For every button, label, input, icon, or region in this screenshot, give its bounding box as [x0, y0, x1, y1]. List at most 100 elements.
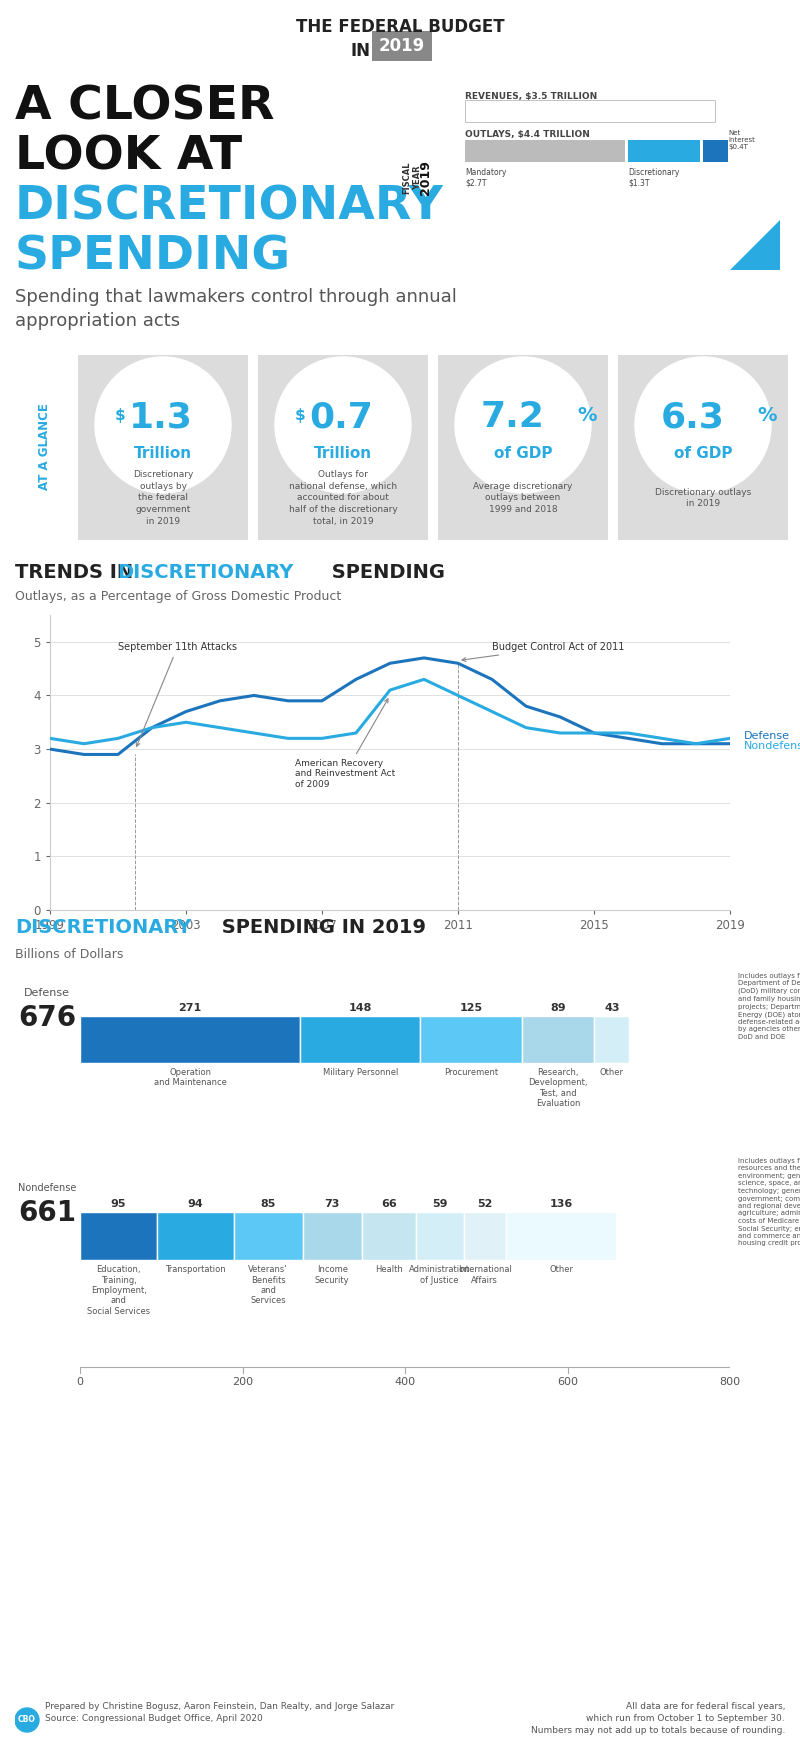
Text: Education,
Training,
Employment,
and
Social Services: Education, Training, Employment, and Soc…	[87, 1266, 150, 1316]
Bar	[522, 1017, 594, 1062]
Text: Procurement: Procurement	[444, 1067, 498, 1078]
Text: 148: 148	[349, 1003, 372, 1013]
Text: Military Personnel: Military Personnel	[322, 1067, 398, 1078]
Circle shape	[455, 357, 591, 493]
Text: 85: 85	[261, 1198, 276, 1208]
Text: Veterans'
Benefits
and
Services: Veterans' Benefits and Services	[248, 1266, 288, 1306]
Bar	[300, 1017, 421, 1062]
Text: Net
Interest
$0.4T: Net Interest $0.4T	[728, 131, 755, 150]
Text: Research,
Development,
Test, and
Evaluation: Research, Development, Test, and Evaluat…	[529, 1067, 588, 1107]
Bar	[157, 1212, 234, 1260]
Text: Outlays, as a Percentage of Gross Domestic Product: Outlays, as a Percentage of Gross Domest…	[15, 590, 342, 602]
Text: Nondefense: Nondefense	[18, 1182, 76, 1193]
Text: 6.3: 6.3	[661, 400, 724, 434]
Text: %: %	[578, 406, 597, 425]
Text: 271: 271	[178, 1003, 202, 1013]
Bar	[506, 1212, 616, 1260]
Text: 73: 73	[325, 1198, 340, 1208]
Text: Other: Other	[549, 1266, 573, 1274]
Text: Health: Health	[375, 1266, 402, 1274]
Circle shape	[275, 357, 411, 493]
Circle shape	[635, 357, 771, 493]
Text: Defense: Defense	[24, 987, 70, 998]
Text: Prepared by Christine Bogusz, Aaron Feinstein, Dan Realty, and Jorge Salazar
Sou: Prepared by Christine Bogusz, Aaron Fein…	[45, 1703, 394, 1724]
Bar	[80, 1212, 157, 1260]
Text: 136: 136	[550, 1198, 573, 1208]
Text: OUTLAYS, $4.4 TRILLION: OUTLAYS, $4.4 TRILLION	[465, 131, 590, 139]
Text: Trillion: Trillion	[314, 446, 372, 461]
Text: 125: 125	[460, 1003, 482, 1013]
FancyBboxPatch shape	[372, 31, 432, 61]
Text: 59: 59	[432, 1198, 447, 1208]
Bar	[415, 1212, 463, 1260]
Text: FISCAL
YEAR: FISCAL YEAR	[402, 162, 422, 195]
Text: SPENDING: SPENDING	[325, 562, 445, 581]
Bar	[421, 1017, 522, 1062]
Text: Includes outlays for
Department of Defense
(DoD) military construction
and famil: Includes outlays for Department of Defen…	[738, 973, 800, 1039]
Polygon shape	[730, 219, 780, 270]
Text: 661: 661	[18, 1200, 76, 1227]
Text: Average discretionary
outlays between
1999 and 2018: Average discretionary outlays between 19…	[474, 482, 573, 514]
Text: All data are for federal fiscal years,
which run from October 1 to September 30.: All data are for federal fiscal years, w…	[530, 1703, 785, 1734]
Text: IN: IN	[350, 42, 370, 59]
Circle shape	[15, 1708, 39, 1732]
Text: 52: 52	[477, 1198, 492, 1208]
Text: SPENDING IN 2019: SPENDING IN 2019	[215, 918, 426, 937]
Text: 43: 43	[604, 1003, 619, 1013]
Text: September 11th Attacks: September 11th Attacks	[118, 642, 237, 747]
Text: DISCRETIONARY: DISCRETIONARY	[15, 918, 191, 937]
Bar	[465, 99, 715, 122]
Text: 2019: 2019	[418, 160, 431, 195]
Text: 95: 95	[111, 1198, 126, 1208]
Text: 94: 94	[187, 1198, 203, 1208]
Text: A CLOSER: A CLOSER	[15, 85, 274, 131]
Text: AT A GLANCE: AT A GLANCE	[38, 404, 51, 491]
Text: Billions of Dollars: Billions of Dollars	[15, 949, 123, 961]
Bar	[628, 139, 700, 162]
Text: Spending that lawmakers control through annual
appropriation acts: Spending that lawmakers control through …	[15, 287, 457, 329]
Text: 7.2: 7.2	[481, 400, 544, 434]
Text: DISCRETIONARY: DISCRETIONARY	[15, 185, 444, 230]
Text: Includes outlays for natural
resources and the
environment; general
science, spa: Includes outlays for natural resources a…	[738, 1158, 800, 1247]
Text: TRENDS IN: TRENDS IN	[15, 562, 140, 581]
Text: REVENUES, $3.5 TRILLION: REVENUES, $3.5 TRILLION	[465, 92, 598, 101]
FancyBboxPatch shape	[252, 348, 434, 547]
Text: Operation
and Maintenance: Operation and Maintenance	[154, 1067, 226, 1088]
Text: Discretionary
$1.3T: Discretionary $1.3T	[628, 167, 679, 188]
Circle shape	[95, 357, 231, 493]
Text: DISCRETIONARY: DISCRETIONARY	[117, 562, 294, 581]
Bar	[234, 1212, 302, 1260]
Text: Income
Security: Income Security	[315, 1266, 350, 1285]
Text: Defense: Defense	[744, 731, 790, 742]
Bar	[465, 139, 625, 162]
Text: American Recovery
and Reinvestment Act
of 2009: American Recovery and Reinvestment Act o…	[295, 698, 395, 789]
Text: Budget Control Act of 2011: Budget Control Act of 2011	[462, 642, 624, 662]
Text: Discretionary outlays
in 2019: Discretionary outlays in 2019	[655, 487, 751, 508]
Text: 676: 676	[18, 1005, 76, 1032]
Text: THE FEDERAL BUDGET: THE FEDERAL BUDGET	[296, 17, 504, 37]
Text: Administration
of Justice: Administration of Justice	[409, 1266, 470, 1285]
Text: Trillion: Trillion	[134, 446, 192, 461]
Text: 0.7: 0.7	[309, 400, 373, 434]
Text: Transportation: Transportation	[165, 1266, 226, 1274]
Text: 89: 89	[550, 1003, 566, 1013]
Text: %: %	[758, 406, 777, 425]
Text: $: $	[115, 407, 126, 423]
Text: 600: 600	[557, 1377, 578, 1388]
Bar	[463, 1212, 506, 1260]
Text: 2019: 2019	[379, 37, 425, 56]
Text: Discretionary
outlays by
the federal
government
in 2019: Discretionary outlays by the federal gov…	[133, 470, 193, 526]
Text: 1.3: 1.3	[129, 400, 193, 434]
Text: Mandatory
$2.7T: Mandatory $2.7T	[465, 167, 506, 188]
Text: 400: 400	[394, 1377, 415, 1388]
Text: SPENDING: SPENDING	[15, 235, 291, 280]
Bar	[302, 1212, 362, 1260]
Text: 0: 0	[77, 1377, 83, 1388]
Text: LOOK AT: LOOK AT	[15, 136, 242, 179]
Text: 66: 66	[381, 1198, 397, 1208]
FancyBboxPatch shape	[612, 348, 794, 547]
Text: CBO: CBO	[18, 1715, 36, 1725]
Bar	[594, 1017, 630, 1062]
Bar	[362, 1212, 415, 1260]
Text: 800: 800	[719, 1377, 741, 1388]
